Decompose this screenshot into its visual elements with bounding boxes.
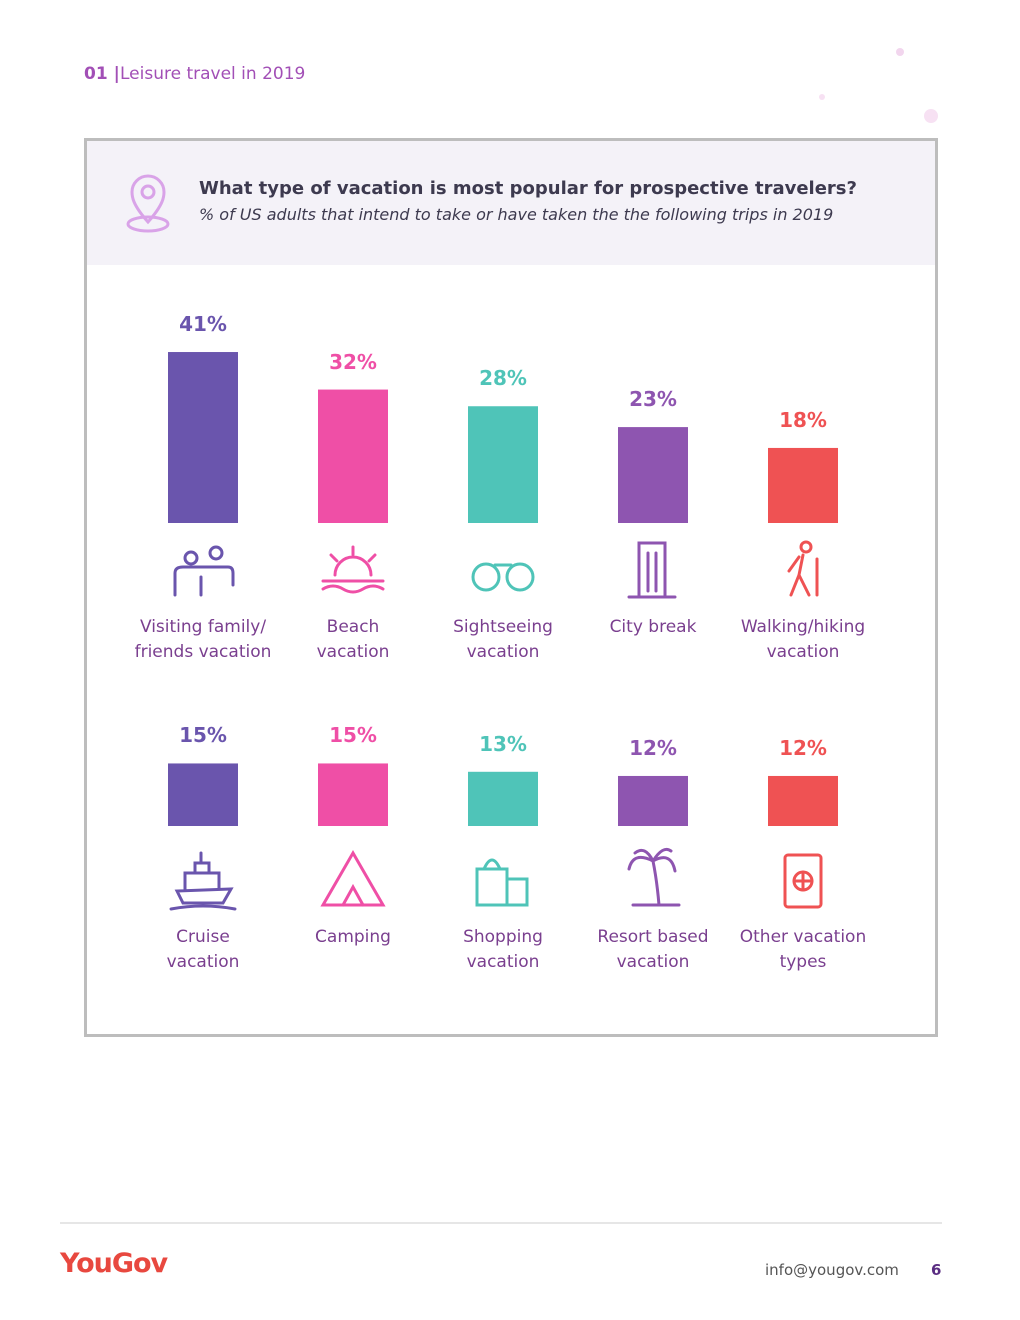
bar [168,352,238,523]
value-label: 41% [179,312,227,337]
category-label: Cruise vacation [166,927,240,972]
category-label: Visiting family/ friends vacation [134,617,272,662]
brand-logo: YouGov [60,1248,168,1279]
category-icon [475,858,529,907]
bar [318,389,388,523]
category-icon [783,853,823,909]
category-icon [627,541,677,599]
value-label: 23% [629,387,677,412]
category-icon [627,847,681,907]
chart-title: What type of vacation is most popular fo… [199,178,857,199]
bar [618,775,688,826]
category-icon [799,540,813,554]
section-title: Leisure travel in 2019 [120,64,306,84]
value-label: 28% [479,366,527,391]
value-label: 15% [329,723,377,748]
page-number: 6 [931,1261,942,1279]
bar [768,775,838,826]
category-icon [471,562,501,592]
category-icon [183,550,199,566]
bar [318,763,388,826]
value-label: 12% [629,735,677,760]
category-label: Beach vacation [316,617,390,662]
category-icon [320,849,386,907]
category-label: Camping [315,927,391,947]
category-label: Shopping vacation [463,927,543,972]
value-label: 15% [179,723,227,748]
bar [768,447,838,523]
section-number: 01 | [84,64,120,84]
bar [468,406,538,523]
category-icon [792,870,814,892]
value-label: 12% [779,735,827,760]
value-label: 32% [329,349,377,374]
category-icon [208,545,224,561]
category-icon [505,562,535,592]
category-label: City break [609,617,697,637]
bar [468,771,538,826]
frame [84,138,938,1037]
category-label: Other vacation types [739,927,867,972]
category-icon [173,565,235,597]
bar [618,427,688,523]
category-label: Sightseeing vacation [453,617,553,662]
header-band [87,141,935,265]
bar [168,763,238,826]
pin-icon [126,174,170,233]
category-icon [787,553,819,597]
value-label: 13% [479,731,527,756]
category-icon [321,545,385,594]
category-label: Resort based vacation [597,927,709,972]
category-icon [169,851,237,911]
chart-subtitle: % of US adults that intend to take or ha… [199,205,834,224]
value-label: 18% [779,407,827,432]
category-label: Walking/hiking vacation [740,617,866,662]
footer-email[interactable]: info@yougov.com [765,1261,899,1279]
